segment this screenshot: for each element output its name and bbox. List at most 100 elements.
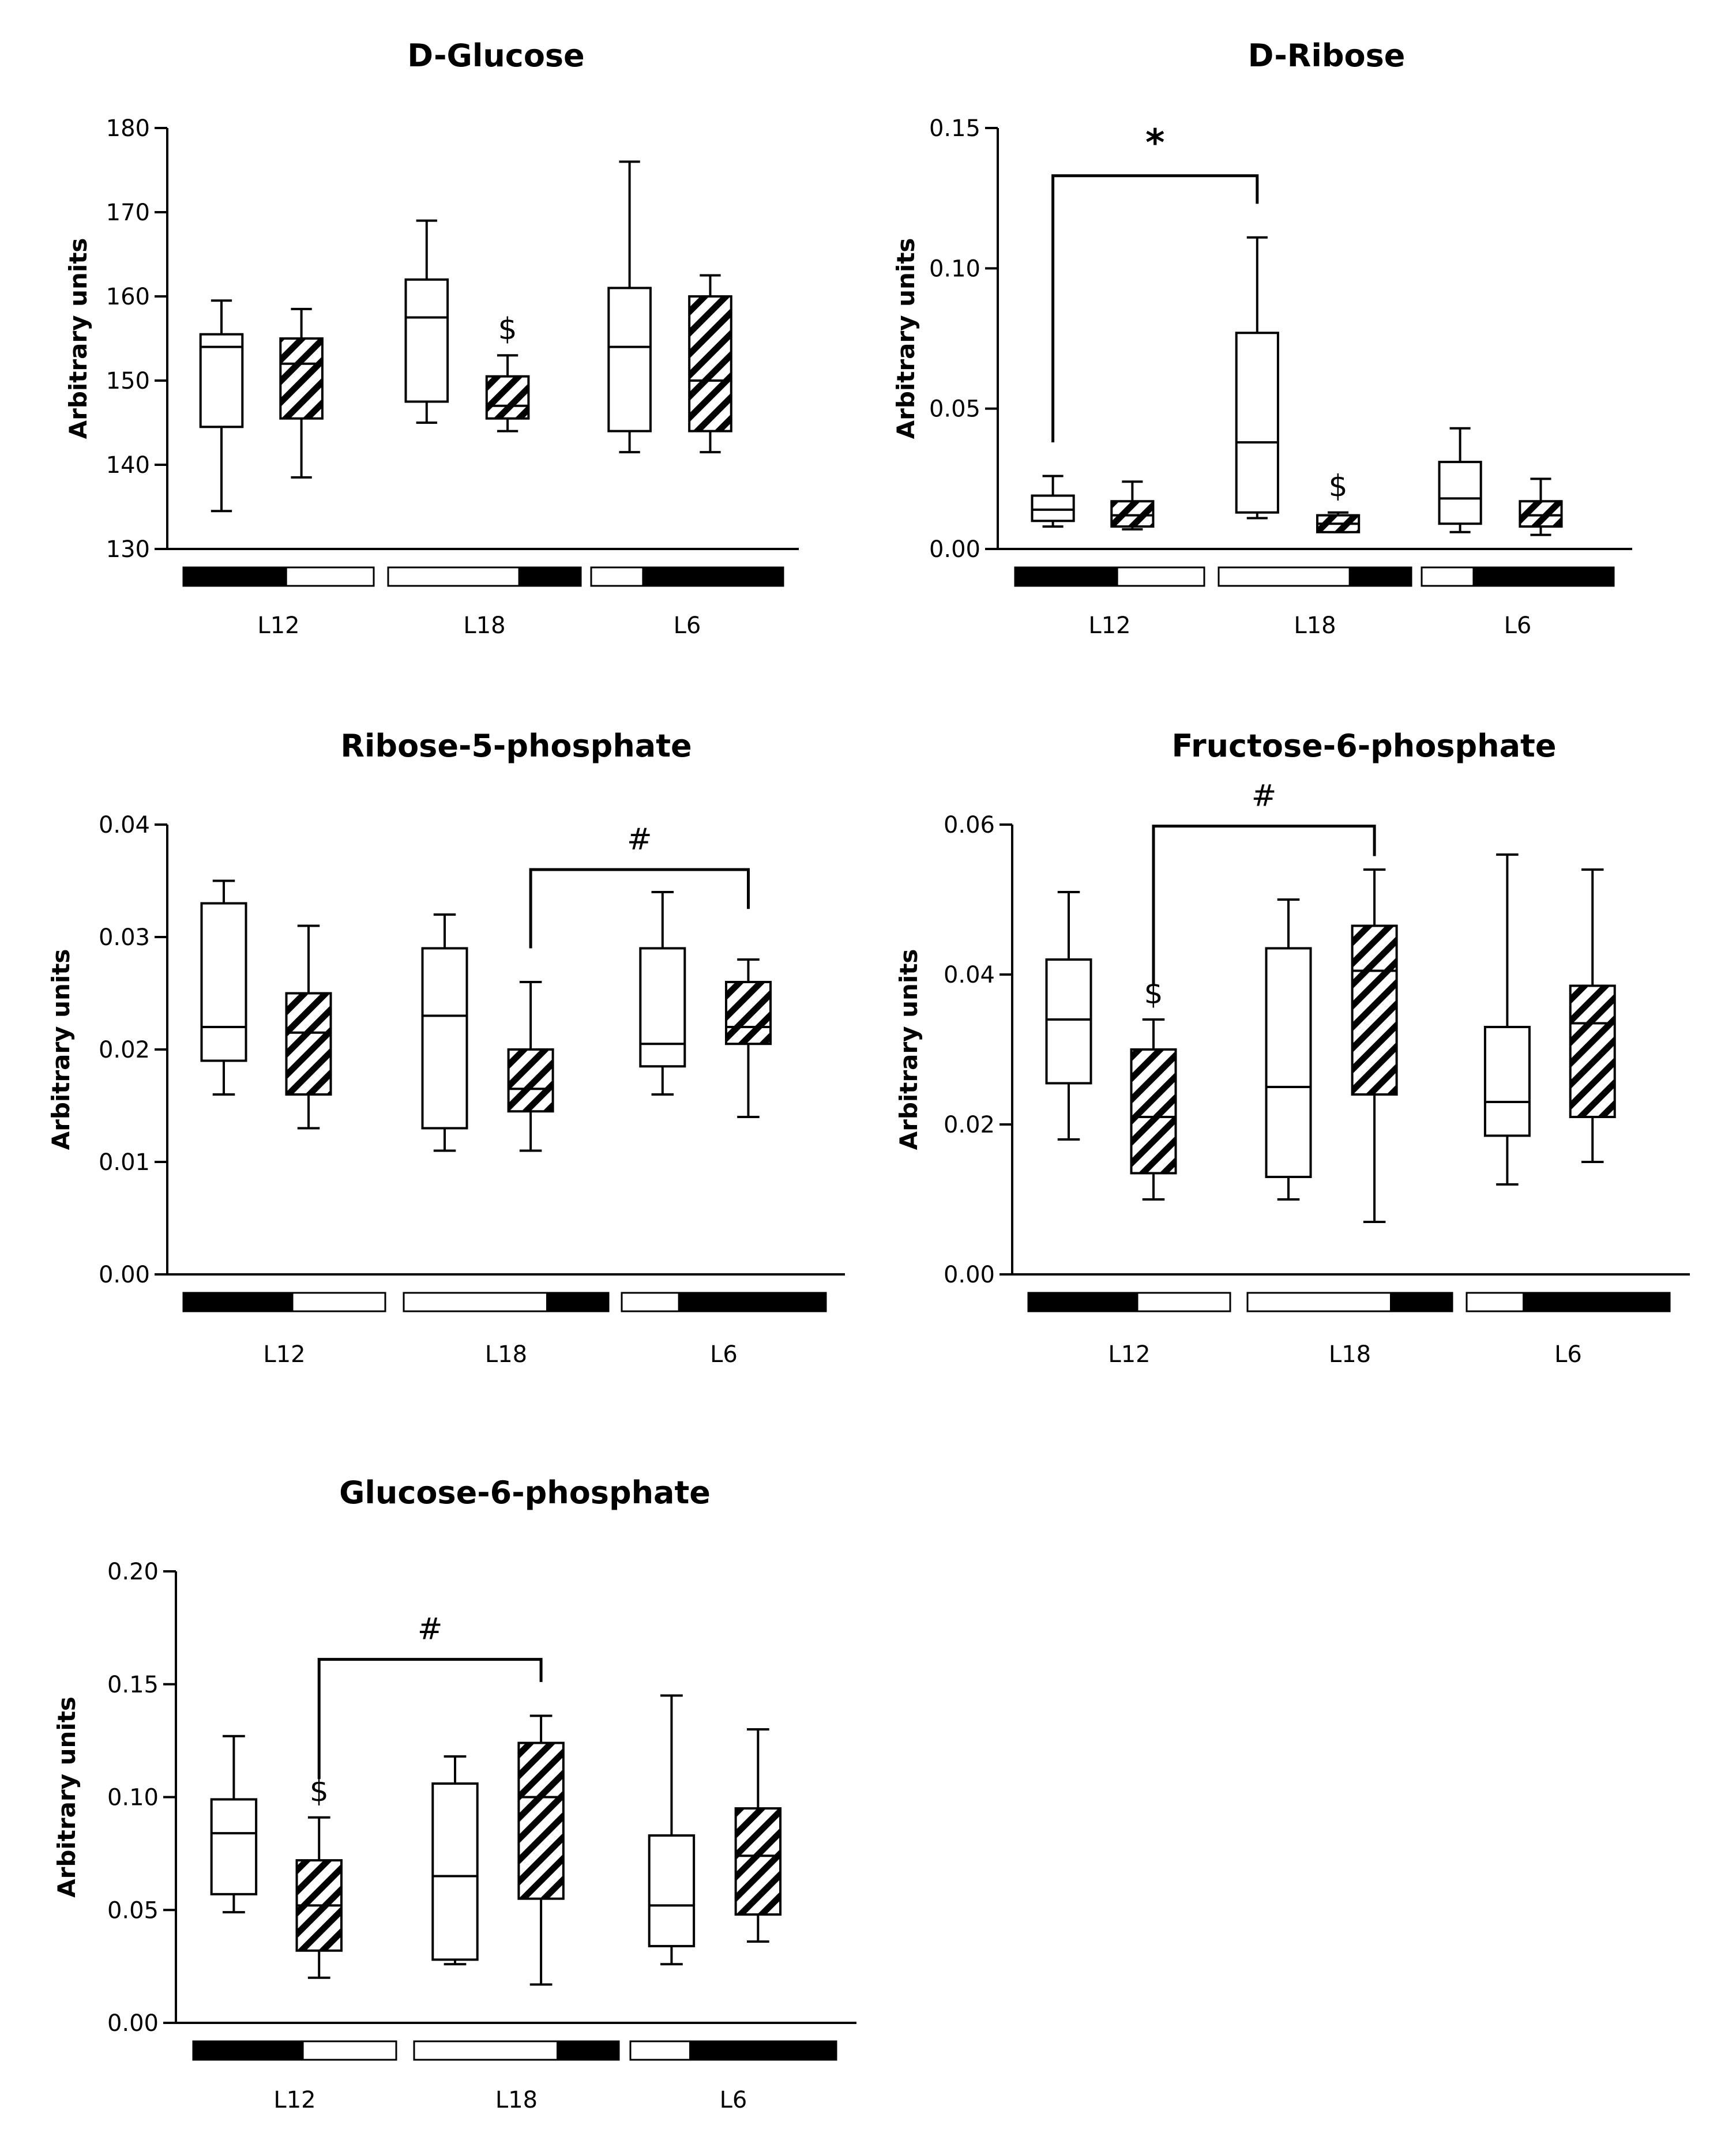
light-dark-bar bbox=[590, 566, 784, 587]
light-phase-segment bbox=[1136, 1292, 1231, 1312]
iqr-box bbox=[1519, 500, 1563, 528]
box-plot bbox=[210, 1735, 258, 1914]
bracket-label: # bbox=[418, 1612, 443, 1647]
iqr-box bbox=[1483, 1026, 1531, 1137]
light-phase-segment bbox=[621, 1292, 680, 1312]
iqr-box bbox=[1351, 924, 1398, 1096]
y-axis-label: Arbitrary units bbox=[892, 238, 920, 439]
box-plot bbox=[1045, 891, 1092, 1141]
significance-bracket bbox=[529, 868, 750, 949]
y-tick-label: 0.02 bbox=[944, 1112, 995, 1138]
y-tick-label: 0.04 bbox=[944, 962, 995, 988]
iqr-box bbox=[1438, 461, 1482, 525]
box-plot bbox=[1031, 475, 1075, 528]
y-tick-label: 0.05 bbox=[107, 1897, 159, 1924]
box-plot bbox=[404, 219, 449, 424]
light-phase-segment bbox=[403, 1292, 548, 1312]
iqr-box bbox=[507, 1048, 554, 1113]
iqr-box bbox=[724, 981, 772, 1045]
box-plot bbox=[1519, 477, 1563, 536]
light-dark-bar bbox=[629, 2040, 837, 2061]
y-tick-label: 0.00 bbox=[99, 1262, 150, 1288]
iqr-box bbox=[688, 295, 732, 432]
y-tick-label: 0.00 bbox=[929, 536, 980, 563]
iqr-box bbox=[431, 1782, 479, 1961]
box-plot bbox=[648, 1694, 696, 1966]
box-plot bbox=[199, 299, 244, 513]
box-plot bbox=[200, 879, 247, 1096]
iqr-box bbox=[199, 333, 244, 428]
category-label: L6 bbox=[1554, 1341, 1582, 1368]
light-dark-bar bbox=[182, 566, 375, 587]
chart-title: D-Ribose bbox=[1248, 37, 1406, 74]
iqr-box bbox=[285, 992, 332, 1096]
light-phase-segment bbox=[285, 566, 375, 587]
light-phase-segment bbox=[291, 1292, 386, 1312]
bracket-label: # bbox=[1252, 779, 1277, 814]
y-tick-label: 130 bbox=[106, 536, 150, 563]
iqr-box bbox=[200, 902, 247, 1062]
iqr-box bbox=[210, 1798, 258, 1895]
significance-bracket bbox=[1152, 825, 1376, 986]
light-phase-segment bbox=[1246, 1292, 1392, 1312]
box-plot bbox=[734, 1728, 782, 1943]
light-phase-segment bbox=[1116, 566, 1205, 587]
iqr-box bbox=[1235, 332, 1279, 514]
y-tick-label: 0.15 bbox=[107, 1672, 159, 1698]
iqr-box bbox=[648, 1834, 696, 1947]
light-phase-segment bbox=[413, 2040, 558, 2061]
box-plot bbox=[431, 1755, 479, 1966]
box-plot bbox=[485, 354, 530, 432]
iqr-box bbox=[404, 278, 449, 403]
light-dark-bar bbox=[1027, 1292, 1231, 1312]
iqr-box bbox=[279, 337, 324, 420]
box-plot bbox=[295, 1816, 343, 1979]
box-plot bbox=[421, 913, 468, 1152]
chart-title: D-Glucose bbox=[407, 37, 584, 74]
box-plot bbox=[1235, 236, 1279, 520]
light-phase-segment bbox=[629, 2040, 692, 2061]
category-label: L6 bbox=[1504, 612, 1532, 639]
y-tick-label: 0.20 bbox=[107, 1559, 159, 1585]
category-label: L6 bbox=[710, 1341, 738, 1368]
significance-bracket bbox=[317, 1658, 543, 1780]
y-tick-label: 180 bbox=[106, 115, 150, 142]
y-axis-label: Arbitrary units bbox=[64, 238, 92, 439]
category-label: L12 bbox=[1088, 612, 1130, 639]
y-tick-label: 160 bbox=[106, 284, 150, 310]
bracket-label: * bbox=[1145, 122, 1164, 165]
chart-panel: D-Ribose Arbitrary units 0.00 0.05 0.10 0.15 $… bbox=[892, 37, 1632, 639]
light-dark-bar bbox=[1014, 566, 1205, 587]
category-label: L6 bbox=[674, 612, 701, 639]
box-plot bbox=[1351, 868, 1398, 1223]
box-plot bbox=[724, 958, 772, 1118]
significance-marker: $ bbox=[498, 312, 517, 347]
y-tick-label: 140 bbox=[106, 452, 150, 479]
iqr-box bbox=[421, 947, 468, 1130]
chart-title: Glucose-6-phosphate bbox=[339, 1474, 711, 1511]
y-tick-label: 0.15 bbox=[929, 115, 980, 142]
category-label: L12 bbox=[273, 2087, 315, 2113]
category-label: L12 bbox=[263, 1341, 305, 1368]
iqr-box bbox=[1569, 984, 1616, 1118]
y-tick-label: 0.03 bbox=[99, 924, 150, 951]
box-plot bbox=[1438, 427, 1482, 533]
box-plot bbox=[279, 307, 324, 479]
iqr-box bbox=[1031, 494, 1075, 522]
light-dark-bar bbox=[413, 2040, 620, 2061]
light-dark-bar bbox=[1466, 1292, 1671, 1312]
box-plot bbox=[1265, 898, 1312, 1201]
y-tick-label: 0.10 bbox=[929, 255, 980, 282]
y-tick-label: 150 bbox=[106, 368, 150, 394]
light-dark-bar bbox=[1218, 566, 1412, 587]
category-label: L12 bbox=[257, 612, 299, 639]
category-label: L12 bbox=[1108, 1341, 1150, 1368]
light-phase-segment bbox=[302, 2040, 397, 2061]
iqr-box bbox=[607, 287, 652, 432]
y-tick-label: 0.05 bbox=[929, 396, 980, 423]
iqr-box bbox=[517, 1741, 565, 1900]
chart-panel: Fructose-6-phosphate Arbitrary units 0.00 0… bbox=[895, 728, 1690, 1368]
y-tick-label: 170 bbox=[106, 200, 150, 226]
light-dark-bar bbox=[192, 2040, 397, 2061]
